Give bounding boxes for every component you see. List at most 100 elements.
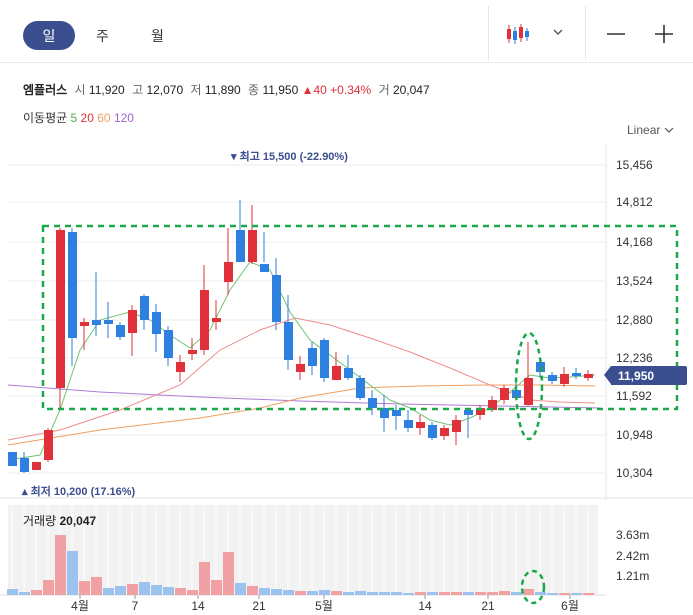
volume-bar bbox=[175, 588, 186, 595]
divider bbox=[488, 6, 489, 60]
moving-average-legend[interactable]: 이동평균 5 20 60 120 bbox=[23, 109, 134, 126]
candle-body bbox=[344, 368, 353, 378]
volume-bar bbox=[295, 591, 306, 595]
price-axis-label: 10,948 bbox=[616, 428, 653, 442]
tab-monthly[interactable]: 월 bbox=[151, 27, 164, 44]
volume-bar bbox=[379, 592, 390, 595]
scale-dropdown[interactable]: Linear bbox=[627, 123, 674, 137]
candlestick-type-button[interactable] bbox=[505, 22, 533, 46]
volume-bar bbox=[343, 592, 354, 595]
price-axis-label: 13,524 bbox=[616, 274, 653, 288]
ma-5: 5 bbox=[70, 111, 78, 125]
moving-average-label: 이동평균 bbox=[23, 111, 68, 125]
volume-bar bbox=[451, 592, 462, 595]
annotation-box bbox=[41, 224, 679, 411]
candle-body bbox=[92, 320, 101, 325]
candle-body bbox=[392, 410, 401, 416]
scale-label: Linear bbox=[627, 123, 661, 137]
volume-panel-title: 거래량 20,047 bbox=[23, 512, 96, 529]
date-axis-label: 21 bbox=[481, 599, 495, 613]
volume-bar bbox=[7, 589, 18, 595]
volume-bar bbox=[31, 590, 42, 595]
volume-bar bbox=[259, 588, 270, 595]
date-axis-label: 21 bbox=[252, 599, 266, 613]
tab-weekly[interactable]: 주 bbox=[96, 27, 109, 44]
high-price: 12,070 bbox=[146, 83, 184, 97]
open-label: 시 bbox=[74, 83, 86, 97]
candle-body bbox=[380, 408, 389, 418]
candle-body bbox=[188, 350, 197, 354]
annotation-ellipse-volume bbox=[520, 569, 546, 605]
ma-20-line bbox=[7, 317, 596, 441]
volume-bar bbox=[511, 592, 522, 595]
candle-body bbox=[68, 232, 77, 338]
volume-axis-label: 1.21m bbox=[616, 569, 649, 583]
ma-60-line bbox=[7, 384, 596, 446]
candle-body bbox=[32, 462, 41, 470]
volume-bar bbox=[439, 592, 450, 595]
date-axis-label: 14 bbox=[191, 599, 205, 613]
candle-body bbox=[260, 264, 269, 272]
candle-body bbox=[584, 374, 593, 378]
candle-body bbox=[152, 312, 161, 334]
candle-body bbox=[80, 322, 89, 326]
candle-body bbox=[440, 428, 449, 436]
candle-body bbox=[320, 340, 329, 378]
candle-body bbox=[140, 296, 149, 320]
volume-bar bbox=[415, 592, 426, 595]
price-change: ▲40 bbox=[301, 83, 327, 97]
ma-60: 60 bbox=[97, 111, 111, 125]
candle-body bbox=[104, 320, 113, 324]
volume-bar bbox=[319, 590, 330, 595]
candle-body bbox=[248, 230, 257, 262]
price-axis-label: 12,236 bbox=[616, 351, 653, 365]
candle-body bbox=[500, 388, 509, 400]
candle-body bbox=[572, 373, 581, 376]
tab-daily[interactable]: 일 bbox=[23, 21, 75, 50]
volume-bar bbox=[391, 592, 402, 595]
low-label: 저 bbox=[190, 83, 202, 97]
volume-panel-value: 20,047 bbox=[59, 514, 97, 528]
volume-bar bbox=[283, 590, 294, 595]
divider bbox=[585, 6, 586, 60]
price-axis-label: 14,812 bbox=[616, 195, 653, 209]
candle-body bbox=[476, 408, 485, 415]
price-axis-label: 14,168 bbox=[616, 235, 653, 249]
high-label: 고 bbox=[132, 83, 144, 97]
zoom-in-button[interactable] bbox=[653, 23, 675, 45]
candle-body bbox=[272, 275, 281, 322]
ma-20: 20 bbox=[80, 111, 94, 125]
price-axis-label: 11,592 bbox=[616, 389, 652, 403]
volume-bar bbox=[67, 551, 78, 595]
date-axis-label: 7 bbox=[132, 599, 139, 613]
volume-bar bbox=[235, 583, 246, 595]
candle-body bbox=[368, 398, 377, 408]
volume-bar bbox=[79, 581, 90, 595]
close-label: 종 bbox=[248, 83, 260, 97]
candle-body bbox=[44, 430, 53, 460]
candle-body bbox=[308, 348, 317, 366]
ma-120-line bbox=[7, 384, 601, 409]
volume-bar bbox=[523, 589, 534, 595]
zoom-out-button[interactable] bbox=[605, 24, 627, 44]
candle-body bbox=[236, 230, 245, 262]
price-change-pct: +0.34% bbox=[330, 83, 372, 97]
annotation-ellipse bbox=[514, 331, 544, 441]
candle-body bbox=[488, 400, 497, 410]
volume-value: 20,047 bbox=[392, 83, 430, 97]
candle-body bbox=[224, 262, 233, 282]
candle-body bbox=[212, 318, 221, 322]
low-marker-label: ▴ 최저 10,200 (17.16%) bbox=[21, 484, 136, 498]
candle-body bbox=[356, 378, 365, 398]
candle-body bbox=[56, 230, 65, 388]
volume-bar bbox=[331, 591, 342, 595]
volume-axis-label: 3.63m bbox=[616, 528, 649, 542]
candle-body bbox=[452, 420, 461, 432]
candle-body bbox=[428, 425, 437, 438]
chevron-down-icon[interactable] bbox=[551, 25, 565, 39]
open-price: 11,920 bbox=[88, 83, 125, 97]
date-axis-label: 5월 bbox=[315, 599, 333, 613]
candle-body bbox=[560, 374, 569, 384]
volume-bar bbox=[91, 577, 102, 595]
